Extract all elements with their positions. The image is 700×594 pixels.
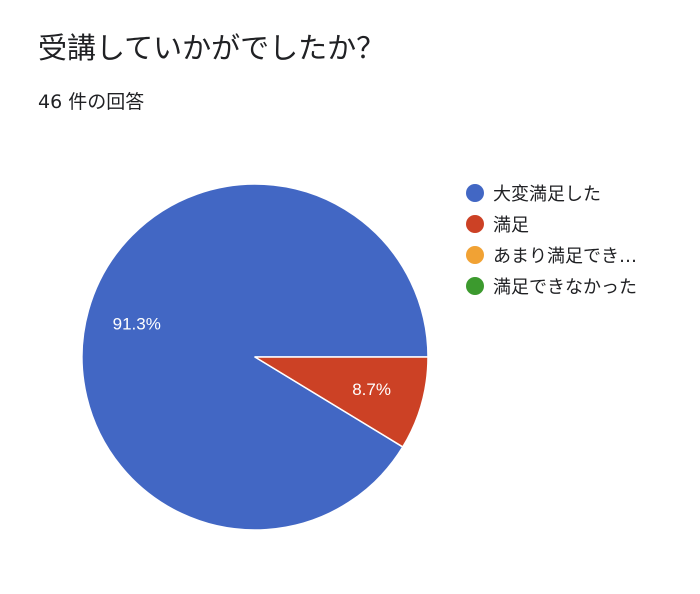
legend-swatch-0 xyxy=(466,184,484,202)
legend-label-1: 満足 xyxy=(493,215,529,236)
slice-label-1: 8.7% xyxy=(352,380,391,399)
slice-label-0: 91.3% xyxy=(113,314,161,333)
legend-item-0[interactable]: 大変満足した xyxy=(466,180,637,206)
chart-title: 受講していかがでしたか？ xyxy=(38,31,386,65)
legend-item-3[interactable]: 満足できなかった xyxy=(466,273,637,299)
pie-slice-1[interactable] xyxy=(254,356,429,448)
legend-label-2: あまり満足でき… xyxy=(493,246,637,267)
legend-item-1[interactable]: 満足 xyxy=(466,211,637,237)
legend: 大変満足した 満足あまり満足でき… 満足できなかった xyxy=(466,180,637,304)
legend-item-2[interactable]: あまり満足でき… xyxy=(466,242,637,268)
legend-swatch-3 xyxy=(466,277,484,295)
legend-label-3: 満足できなかった xyxy=(493,277,637,298)
legend-swatch-1 xyxy=(466,215,484,233)
response-count: 46 件の回答 xyxy=(38,91,145,113)
legend-label-0: 大変満足した xyxy=(493,184,601,205)
legend-swatch-2 xyxy=(466,246,484,264)
